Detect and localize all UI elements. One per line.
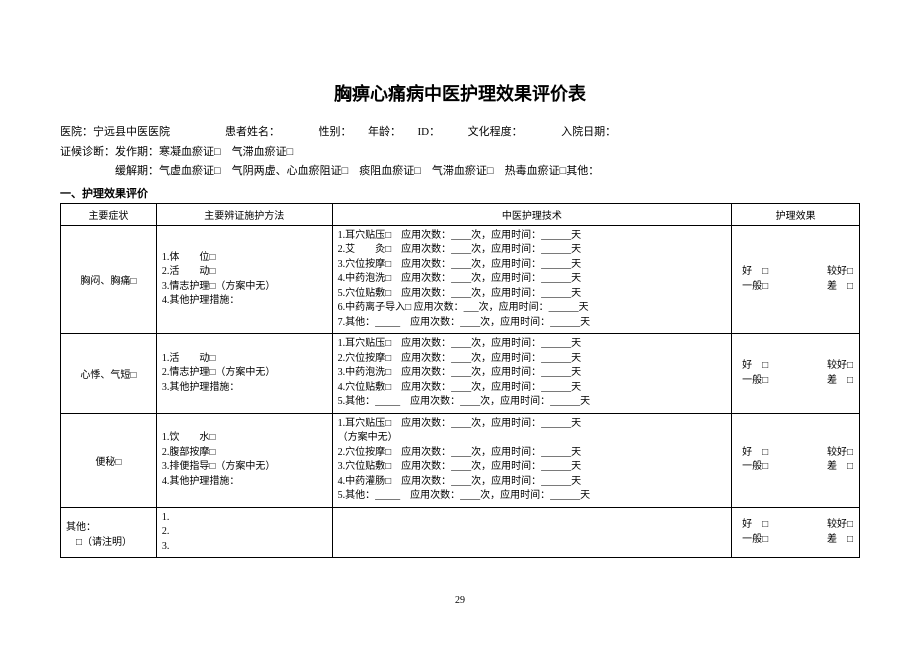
- table-row: 其他： □（请注明）1. 2. 3. 好 □ 较好□ 一般□ 差 □: [61, 507, 860, 558]
- symptom-cell: 其他： □（请注明）: [61, 507, 157, 558]
- tech-line: 5.其他：_____ 应用次数：____次，应用时间：______天: [338, 489, 727, 504]
- effect-normal[interactable]: 一般□: [742, 460, 768, 475]
- effect-row: 好 □ 较好□: [742, 518, 853, 533]
- table-header-row: 主要症状 主要辨证施护方法 中医护理技术 护理效果: [61, 203, 860, 225]
- tech-line: 1.耳穴贴压□ 应用次数：____次，应用时间：______天: [338, 229, 727, 244]
- tech-line: 3.穴位贴敷□ 应用次数：____次，应用时间：______天: [338, 460, 727, 475]
- tech-line: 6.中药离子导入□ 应用次数：___次，应用时间：______天: [338, 301, 727, 316]
- effect-cell: 好 □ 较好□ 一般□ 差 □: [732, 225, 860, 334]
- th-symptom: 主要症状: [61, 203, 157, 225]
- effect-row: 好 □ 较好□: [742, 359, 853, 374]
- effect-bad[interactable]: 差 □: [827, 280, 853, 295]
- table-row: 胸闷、胸痛□1.体 位□ 2.活 动□ 3.情志护理□（方案中无） 4.其他护理…: [61, 225, 860, 334]
- tech-line: 1.耳穴贴压□ 应用次数：____次，应用时间：______天: [338, 417, 727, 432]
- section-title-1: 一、护理效果评价: [60, 185, 860, 201]
- tech-line: 2.穴位按摩□ 应用次数：____次，应用时间：______天: [338, 446, 727, 461]
- methods-cell: 1.体 位□ 2.活 动□ 3.情志护理□（方案中无） 4.其他护理措施：: [156, 225, 332, 334]
- effect-better[interactable]: 较好□: [827, 446, 853, 461]
- effect-cell: 好 □ 较好□ 一般□ 差 □: [732, 507, 860, 558]
- effect-row: 一般□ 差 □: [742, 533, 853, 548]
- methods-cell: 1. 2. 3.: [156, 507, 332, 558]
- tech-line: 5.其他：_____ 应用次数：____次，应用时间：______天: [338, 395, 727, 410]
- header-line-1: 医院：宁远县中医医院 患者姓名： 性别： 年龄： ID： 文化程度： 入院日期：: [60, 124, 860, 142]
- th-methods: 主要辨证施护方法: [156, 203, 332, 225]
- effect-better[interactable]: 较好□: [827, 359, 853, 374]
- effect-normal[interactable]: 一般□: [742, 533, 768, 548]
- tech-cell: 1.耳穴贴压□ 应用次数：____次，应用时间：______天2.艾 灸□ 应用…: [332, 225, 732, 334]
- tech-line: （方案中无）: [338, 431, 727, 446]
- symptom-cell: 便秘□: [61, 413, 157, 507]
- effect-good[interactable]: 好 □: [742, 265, 768, 280]
- tech-line: 4.中药泡洗□ 应用次数：____次，应用时间：______天: [338, 272, 727, 287]
- tech-line: 3.穴位按摩□ 应用次数：____次，应用时间：______天: [338, 258, 727, 273]
- effect-bad[interactable]: 差 □: [827, 460, 853, 475]
- th-effect: 护理效果: [732, 203, 860, 225]
- effect-row: 一般□ 差 □: [742, 280, 853, 295]
- tech-cell: 1.耳穴贴压□ 应用次数：____次，应用时间：______天2.穴位按摩□ 应…: [332, 334, 732, 414]
- effect-row: 一般□ 差 □: [742, 374, 853, 389]
- tech-line: 4.穴位贴敷□ 应用次数：____次，应用时间：______天: [338, 381, 727, 396]
- effect-cell: 好 □ 较好□ 一般□ 差 □: [732, 413, 860, 507]
- methods-cell: 1.活 动□ 2.情志护理□（方案中无） 3.其他护理措施：: [156, 334, 332, 414]
- header-line-3: 缓解期：气虚血瘀证□ 气阴两虚、心血瘀阻证□ 痰阻血瘀证□ 气滞血瘀证□ 热毒血…: [60, 163, 860, 181]
- effect-better[interactable]: 较好□: [827, 265, 853, 280]
- page-number: 29: [0, 595, 920, 606]
- effect-cell: 好 □ 较好□ 一般□ 差 □: [732, 334, 860, 414]
- tech-line: 5.穴位贴敷□ 应用次数：____次，应用时间：______天: [338, 287, 727, 302]
- tech-line: 7.其他：_____ 应用次数：____次，应用时间：______天: [338, 316, 727, 331]
- tech-line: 1.耳穴贴压□ 应用次数：____次，应用时间：______天: [338, 337, 727, 352]
- th-tech: 中医护理技术: [332, 203, 732, 225]
- symptom-cell: 心悸、气短□: [61, 334, 157, 414]
- tech-cell: [332, 507, 732, 558]
- page-title: 胸痹心痛病中医护理效果评价表: [60, 80, 860, 106]
- effect-normal[interactable]: 一般□: [742, 374, 768, 389]
- effect-row: 一般□ 差 □: [742, 460, 853, 475]
- effect-row: 好 □ 较好□: [742, 446, 853, 461]
- header-line-2: 证候诊断：发作期：寒凝血瘀证□ 气滞血瘀证□: [60, 144, 860, 162]
- tech-line: 3.中药泡洗□ 应用次数：____次，应用时间：______天: [338, 366, 727, 381]
- tech-line: 2.穴位按摩□ 应用次数：____次，应用时间：______天: [338, 352, 727, 367]
- table-row: 便秘□1.饮 水□ 2.腹部按摩□ 3.排便指导□（方案中无） 4.其他护理措施…: [61, 413, 860, 507]
- effect-row: 好 □ 较好□: [742, 265, 853, 280]
- methods-cell: 1.饮 水□ 2.腹部按摩□ 3.排便指导□（方案中无） 4.其他护理措施：: [156, 413, 332, 507]
- table-row: 心悸、气短□1.活 动□ 2.情志护理□（方案中无） 3.其他护理措施：1.耳穴…: [61, 334, 860, 414]
- tech-line: 2.艾 灸□ 应用次数：____次，应用时间：______天: [338, 243, 727, 258]
- evaluation-table: 主要症状 主要辨证施护方法 中医护理技术 护理效果 胸闷、胸痛□1.体 位□ 2…: [60, 203, 860, 559]
- tech-line: 4.中药灌肠□ 应用次数：____次，应用时间：______天: [338, 475, 727, 490]
- effect-normal[interactable]: 一般□: [742, 280, 768, 295]
- effect-good[interactable]: 好 □: [742, 518, 768, 533]
- tech-cell: 1.耳穴贴压□ 应用次数：____次，应用时间：______天（方案中无）2.穴…: [332, 413, 732, 507]
- effect-bad[interactable]: 差 □: [827, 374, 853, 389]
- symptom-cell: 胸闷、胸痛□: [61, 225, 157, 334]
- effect-good[interactable]: 好 □: [742, 359, 768, 374]
- effect-bad[interactable]: 差 □: [827, 533, 853, 548]
- effect-better[interactable]: 较好□: [827, 518, 853, 533]
- effect-good[interactable]: 好 □: [742, 446, 768, 461]
